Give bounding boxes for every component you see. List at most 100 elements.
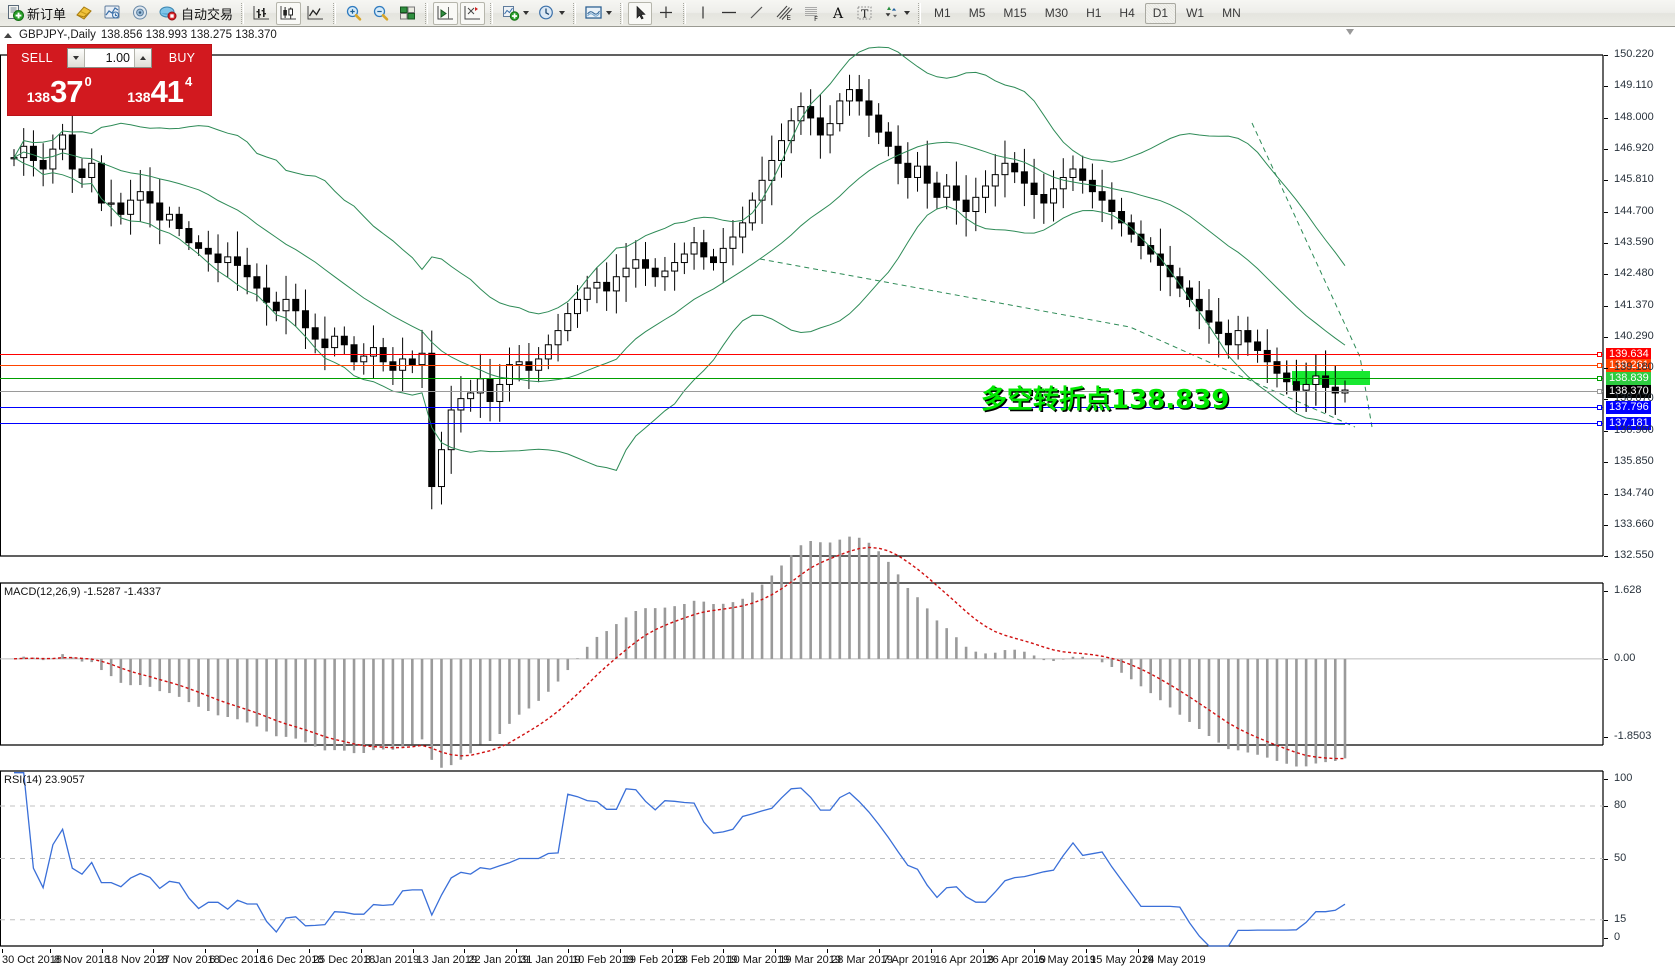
price-axis-tick-134.740: 134.740: [1614, 486, 1654, 499]
price-axis-tick-150.220: 150.220: [1614, 48, 1654, 60]
level-137-796-handle[interactable]: [1597, 405, 1602, 410]
buy-price[interactable]: 138 41 4: [111, 71, 208, 108]
navigator-icon: [133, 5, 148, 20]
vertical-line-button[interactable]: [691, 2, 714, 25]
timeframe-mn[interactable]: MN: [1222, 6, 1241, 20]
timeframe-m5[interactable]: M5: [968, 6, 986, 20]
cursor-button[interactable]: [628, 1, 653, 25]
current-price-line[interactable]: [0, 391, 1603, 392]
date-tick-mark: [878, 949, 880, 953]
timeframe-m30[interactable]: M30: [1044, 6, 1069, 20]
zoom-in-button[interactable]: [341, 2, 366, 25]
current-price-handle[interactable]: [1597, 389, 1602, 394]
fibonacci-button[interactable]: F: [799, 2, 825, 25]
date-tick-7: 3 Jan 2019: [364, 954, 420, 966]
volume-stepper[interactable]: 1.00: [67, 48, 152, 68]
date-tick-mark: [153, 949, 155, 953]
price-axis-tick-132.550: 132.550: [1614, 549, 1654, 561]
date-tick-mark: [49, 949, 51, 953]
level-137-796-line[interactable]: [0, 407, 1603, 408]
line-chart-button[interactable]: [303, 2, 328, 25]
buy-price-fraction: 4: [185, 74, 193, 89]
candlestick-chart-icon: [280, 6, 297, 20]
sell-price-main: 37: [50, 74, 83, 110]
chart-canvas: [0, 46, 1604, 947]
date-tick-mark: [982, 949, 984, 953]
line-chart-icon: [307, 6, 324, 20]
level-137-181-handle[interactable]: [1597, 421, 1602, 426]
level-138-839-line[interactable]: [0, 378, 1603, 379]
chart-autoscroll-button[interactable]: [460, 1, 486, 25]
chart-shift-marker[interactable]: [1346, 29, 1354, 35]
date-tick-19: 26 Apr 2019: [986, 954, 1046, 966]
timeframe-h1[interactable]: H1: [1086, 6, 1102, 20]
level-137-181-line[interactable]: [0, 423, 1603, 424]
axis-tick: [1604, 938, 1608, 939]
toolbar-separator-6: [620, 2, 624, 24]
equidistant-channel-button[interactable]: E: [771, 2, 797, 25]
market-watch-button[interactable]: [99, 2, 125, 25]
one-click-trading-panel[interactable]: SELL 1.00 BUY 138 37 0 138 41 4: [7, 44, 212, 116]
metaeditor-button[interactable]: [71, 2, 97, 25]
zoom-out-button[interactable]: [368, 2, 393, 25]
axis-tick: [1604, 305, 1608, 307]
level-139-634-line[interactable]: [0, 354, 1603, 355]
text-label-button[interactable]: T: [852, 2, 877, 25]
period-dropdown-caret[interactable]: [559, 11, 566, 15]
volume-value[interactable]: 1.00: [105, 51, 130, 65]
trendline-button[interactable]: [744, 2, 769, 25]
chart-window[interactable]: GBPJPY-,Daily 138.856 138.993 138.275 13…: [0, 27, 1675, 966]
arrows-button[interactable]: [879, 2, 913, 25]
equidistant-channel-icon: E: [776, 5, 793, 22]
sell-button[interactable]: SELL: [21, 51, 53, 65]
chart-symbol-label: GBPJPY-,Daily: [19, 29, 96, 41]
indicators-button[interactable]: [498, 2, 532, 25]
rsi-label: RSI(14) 23.9057: [4, 774, 85, 786]
axis-tick: [1604, 658, 1608, 660]
period-button[interactable]: [534, 2, 568, 25]
bar-chart-button[interactable]: [249, 2, 274, 25]
axis-tick: [1604, 368, 1608, 370]
date-tick-mark: [205, 949, 207, 953]
level-138-839-handle[interactable]: [1597, 376, 1602, 381]
templates-button[interactable]: [581, 2, 615, 25]
autotrade-button[interactable]: 自动交易: [155, 2, 236, 25]
level-139-634-handle[interactable]: [1597, 352, 1602, 357]
indicators-dropdown-caret[interactable]: [523, 11, 530, 15]
timeframe-m1[interactable]: M1: [934, 6, 951, 20]
volume-decrease-button[interactable]: [68, 49, 85, 67]
horizontal-line-button[interactable]: [716, 2, 742, 25]
date-tick-mark: [568, 949, 569, 953]
timeframe-m15[interactable]: M15: [1003, 6, 1027, 20]
chart-collapse-icon[interactable]: [4, 32, 12, 38]
sell-price[interactable]: 138 37 0: [11, 71, 108, 108]
chart-annotation-text[interactable]: 多空转折点138.839: [981, 385, 1230, 415]
new-order-button[interactable]: 新订单: [3, 2, 69, 25]
buy-button[interactable]: BUY: [168, 51, 196, 65]
volume-increase-button[interactable]: [134, 49, 151, 67]
timeframe-d1[interactable]: D1: [1144, 2, 1177, 24]
tile-windows-button[interactable]: [395, 2, 420, 25]
chart-shift-button[interactable]: [433, 1, 459, 25]
date-tick-mark: [464, 949, 466, 953]
crosshair-button[interactable]: [654, 2, 678, 25]
date-tick-1: 8 Nov 2018: [53, 954, 111, 966]
navigator-button[interactable]: [127, 2, 153, 25]
date-tick-mark: [671, 949, 673, 953]
level-139-634-price-tag: 139.634: [1606, 348, 1651, 361]
autotrade-label: 自动交易: [181, 6, 234, 22]
axis-tick: [1604, 336, 1608, 338]
date-tick-mark: [360, 949, 362, 953]
timeframe-h4[interactable]: H4: [1119, 6, 1135, 20]
level-139-261-line[interactable]: [0, 365, 1603, 366]
vertical-line-icon: [701, 6, 704, 19]
arrows-dropdown-caret[interactable]: [904, 11, 911, 15]
text-button[interactable]: A: [827, 2, 850, 25]
timeframe-w1[interactable]: W1: [1186, 6, 1205, 20]
candlestick-chart-button[interactable]: [276, 1, 302, 25]
templates-dropdown-caret[interactable]: [606, 11, 613, 15]
level-139-261-handle[interactable]: [1597, 363, 1602, 368]
metaeditor-icon: [76, 6, 92, 20]
autotrade-icon: [159, 6, 177, 21]
octp-controls-row: SELL 1.00 BUY: [8, 45, 211, 71]
